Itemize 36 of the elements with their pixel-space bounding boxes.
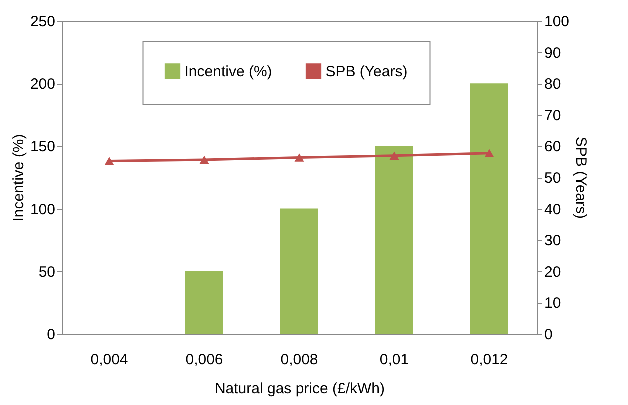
y2-tick-label: 60 [544,138,562,156]
point [390,152,400,160]
y-tick-label: 200 [30,76,56,94]
y2-tick-label: 20 [544,264,562,281]
point [200,156,210,164]
point [104,157,114,166]
y-axis-title: Incentive (%) [10,134,28,222]
point [484,149,494,158]
y-tick-label: 150 [30,138,56,156]
y2-tick-label: 40 [544,201,562,218]
y2-tick-label: 30 [544,232,562,250]
y2-tick-label: 90 [544,44,562,62]
y2-tick-label: 0 [544,326,553,344]
bar [376,146,414,334]
y2-tick-label: 10 [544,295,562,312]
bar [470,84,508,334]
x-axis-title: Natural gas price (£/kWh) [214,380,386,398]
point [294,154,304,162]
y2-tick-label: 100 [544,14,570,30]
y-tick-label: 100 [30,201,56,218]
y-tick-label: 250 [30,14,56,30]
legend-label: Incentive (%) [184,63,272,80]
y-tick-label: 50 [38,264,56,281]
x-tick-label: 0,004 [90,352,128,368]
x-tick-label: 0,01 [380,352,410,368]
y2-axis-title: SPB (Years) [572,137,590,219]
bar [186,271,224,334]
x-tick-label: 0,012 [470,352,508,368]
y2-tick-label: 70 [544,107,562,124]
x-tick-label: 0,008 [280,352,318,368]
y-tick-label: 0 [47,326,56,344]
bar [280,208,318,334]
x-tick-label: 0,006 [186,352,224,368]
y2-tick-label: 50 [544,170,562,187]
legend-label: SPB (Years) [326,63,408,80]
y2-tick-label: 80 [544,76,562,94]
